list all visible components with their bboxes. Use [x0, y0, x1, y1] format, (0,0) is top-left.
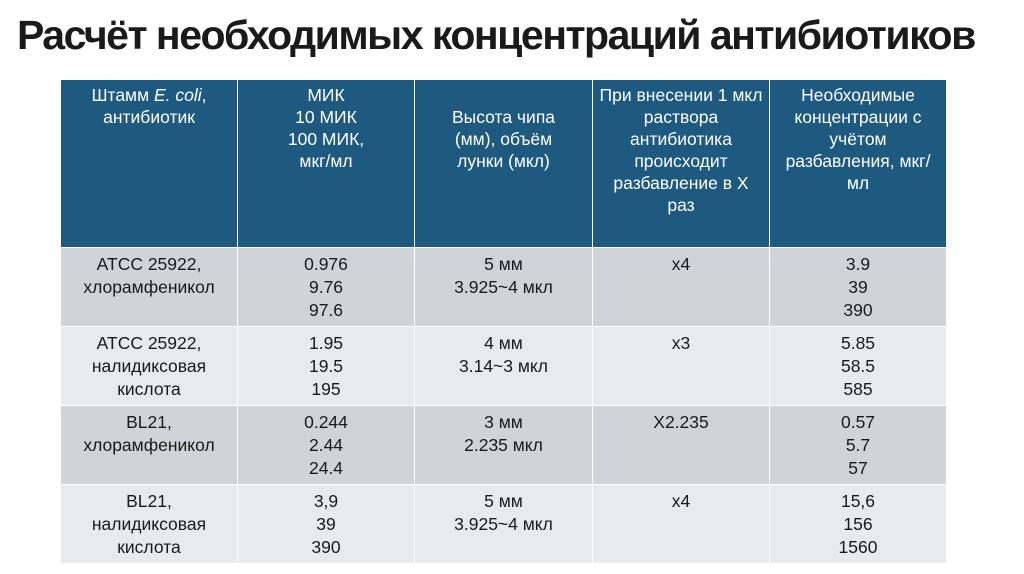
header-strain-species: E. coli — [153, 85, 202, 105]
cell-line: 585 — [843, 379, 873, 399]
cell-line: хлорамфеникол — [83, 277, 215, 297]
cell-line: кислота — [117, 537, 181, 557]
cell-mic: 0.976 9.76 97.6 — [237, 247, 415, 327]
cell-strain: ATCC 25922, налидиксовая кислота — [60, 326, 238, 406]
cell-line: 5.85 — [840, 333, 876, 353]
cell-chip: 5 мм 3.925~4 мкл — [414, 484, 593, 564]
cell-line: 2.235 мкл — [464, 435, 543, 455]
header-mic-line: мкг/мл — [299, 151, 353, 171]
cell-dilution: x3 — [592, 326, 770, 406]
cell-mic: 0.244 2.44 24.4 — [237, 405, 415, 485]
page-title: Расчёт необходимых концентраций антибиот… — [17, 12, 976, 58]
header-chip: Высота чипа (мм), объём лунки (мкл) — [414, 79, 593, 248]
cell-line: 19.5 — [308, 356, 344, 376]
cell-chip: 4 мм 3.14~3 мкл — [414, 326, 593, 406]
cell-required: 3.9 39 390 — [769, 247, 947, 327]
cell-line: 58.5 — [840, 356, 876, 376]
cell-line: ATCC 25922, — [96, 254, 202, 274]
cell-line: 390 — [311, 537, 341, 557]
table-row: BL21, налидиксовая кислота 3,9 39 390 5 мм 3.… — [60, 484, 947, 564]
cell-required: 0.57 5.7 57 — [769, 405, 947, 485]
cell-line: хлорамфеникол — [83, 435, 215, 455]
cell-line: кислота — [117, 379, 181, 399]
cell-line: BL21, — [126, 412, 172, 432]
cell-line: налидиксовая — [91, 514, 207, 534]
concentration-table: Штамм E. coli, антибиотик МИК 10 МИК 100 М… — [60, 79, 947, 564]
cell-line: 195 — [311, 379, 341, 399]
cell-line: 57 — [848, 458, 868, 478]
cell-line: 3.925~4 мкл — [454, 277, 553, 297]
cell-required: 5.85 58.5 585 — [769, 326, 947, 406]
cell-line: 3,9 — [313, 491, 339, 511]
cell-line: 4 мм — [484, 333, 523, 353]
header-mic-line: 10 МИК — [295, 107, 357, 127]
cell-line: 1.95 — [308, 333, 344, 353]
cell-line: 2.44 — [308, 435, 344, 455]
cell-line: 156 — [843, 514, 873, 534]
cell-line: 97.6 — [308, 300, 344, 320]
table-row: ATCC 25922, налидиксовая кислота 1.95 19.5 1… — [60, 326, 947, 406]
cell-line: 5 мм — [484, 254, 523, 274]
cell-line: 15,6 — [840, 491, 876, 511]
cell-line: 3.14~3 мкл — [459, 356, 548, 376]
header-mic: МИК 10 МИК 100 МИК, мкг/мл — [237, 79, 415, 248]
cell-line: 9.76 — [308, 277, 344, 297]
header-dilution: При внесении 1 мкл раствора антибиотика … — [592, 79, 770, 248]
cell-line: 39 — [316, 514, 336, 534]
cell-line: 0.57 — [840, 412, 876, 432]
cell-strain: ATCC 25922, хлорамфеникол — [60, 247, 238, 327]
header-strain-suffix: , антибиотик — [103, 85, 207, 127]
cell-line: 390 — [843, 300, 873, 320]
cell-line: 3.9 — [845, 254, 871, 274]
cell-dilution: x4 — [592, 484, 770, 564]
header-mic-line: МИК — [307, 85, 345, 105]
header-strain: Штамм E. coli, антибиотик — [60, 79, 238, 248]
cell-line: 3.925~4 мкл — [454, 514, 553, 534]
header-row: Штамм E. coli, антибиотик МИК 10 МИК 100 М… — [60, 79, 947, 248]
cell-line: 0.976 — [304, 254, 348, 274]
cell-line: ATCC 25922, — [96, 333, 202, 353]
cell-line: налидиксовая — [91, 356, 207, 376]
cell-line: 5 мм — [484, 491, 523, 511]
header-required: Необходимые концентрации с учётом разбав… — [769, 79, 947, 248]
cell-line: BL21, — [126, 491, 172, 511]
cell-chip: 5 мм 3.925~4 мкл — [414, 247, 593, 327]
cell-mic: 1.95 19.5 195 — [237, 326, 415, 406]
header-mic-line: 100 МИК, — [287, 129, 365, 149]
table-row: BL21, хлорамфеникол 0.244 2.44 24.4 3 мм 2.2… — [60, 405, 947, 485]
header-strain-prefix: Штамм — [91, 85, 154, 105]
cell-dilution: X2.235 — [592, 405, 770, 485]
cell-line: 3 мм — [484, 412, 523, 432]
cell-line: 5.7 — [845, 435, 871, 455]
cell-mic: 3,9 39 390 — [237, 484, 415, 564]
cell-dilution: x4 — [592, 247, 770, 327]
cell-line: 24.4 — [308, 458, 344, 478]
cell-line: 1560 — [838, 537, 878, 557]
cell-strain: BL21, налидиксовая кислота — [60, 484, 238, 564]
cell-chip: 3 мм 2.235 мкл — [414, 405, 593, 485]
cell-required: 15,6 156 1560 — [769, 484, 947, 564]
table-row: ATCC 25922, хлорамфеникол 0.976 9.76 97.6 5… — [60, 247, 947, 327]
cell-line: 0.244 — [304, 412, 348, 432]
cell-strain: BL21, хлорамфеникол — [60, 405, 238, 485]
cell-line: 39 — [848, 277, 868, 297]
